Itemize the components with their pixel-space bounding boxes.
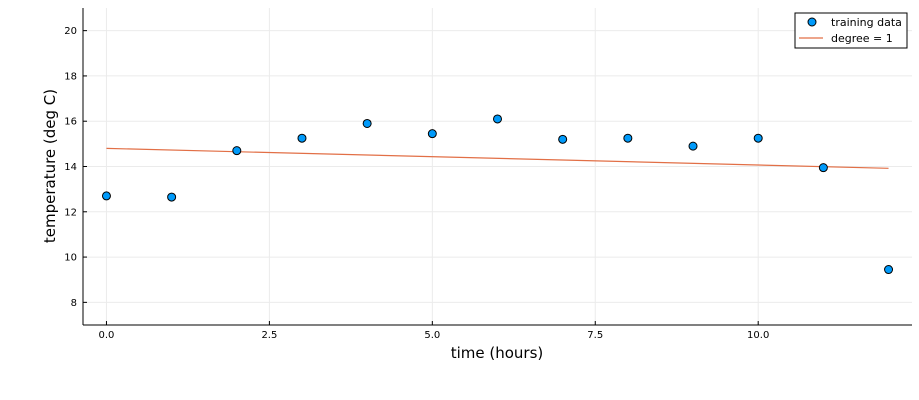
y-axis-title: temperature (deg C) xyxy=(41,89,59,243)
x-tick-label: 7.5 xyxy=(587,330,603,341)
legend-label-degree-1: degree = 1 xyxy=(831,32,893,45)
x-tick-label: 0.0 xyxy=(99,330,115,341)
x-axis-title: time (hours) xyxy=(451,344,544,362)
x-tick-label: 5.0 xyxy=(424,330,440,341)
data-point xyxy=(101,191,111,201)
legend-label-training-data: training data xyxy=(831,16,902,29)
data-point xyxy=(427,129,437,139)
data-point xyxy=(688,141,698,151)
x-tick-labels: 0.0 2.5 5.0 7.5 10.0 xyxy=(99,321,769,341)
y-tick-label: 8 xyxy=(71,298,77,309)
y-tick-label: 12 xyxy=(64,207,77,218)
data-point xyxy=(167,192,177,202)
x-tick-label: 2.5 xyxy=(261,330,277,341)
data-point xyxy=(493,114,502,124)
legend-marker-training-data xyxy=(807,17,817,27)
data-point xyxy=(558,134,568,144)
data-point xyxy=(818,163,828,173)
y-tick-label: 18 xyxy=(64,71,77,82)
series xyxy=(101,114,894,275)
data-point xyxy=(297,133,307,143)
x-tick-label: 10.0 xyxy=(747,330,769,341)
grid xyxy=(83,8,912,325)
data-point xyxy=(884,265,894,275)
y-tick-label: 16 xyxy=(64,117,77,128)
y-tick-labels: 8 10 12 14 16 18 20 xyxy=(64,26,87,309)
data-point xyxy=(232,146,242,156)
y-tick-label: 20 xyxy=(64,26,77,37)
y-tick-label: 14 xyxy=(64,162,77,173)
data-point xyxy=(362,118,372,128)
legend: training data degree = 1 xyxy=(794,12,908,49)
data-point xyxy=(753,133,763,143)
data-point xyxy=(623,133,633,143)
fit-line xyxy=(106,147,889,169)
y-tick-label: 10 xyxy=(64,253,77,264)
